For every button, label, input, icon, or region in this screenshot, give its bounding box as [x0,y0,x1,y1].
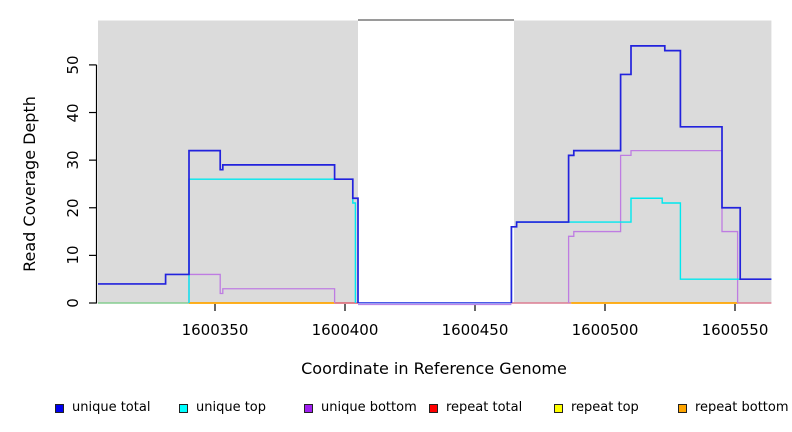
legend-item-unique-top: unique top [179,399,266,417]
y-tick-label: 20 [64,198,82,218]
series-unique-total [510,45,772,303]
x-tick-label: 1600450 [441,321,509,339]
legend-marker-icon [554,403,563,413]
y-axis-title: Read Coverage Depth [20,96,39,272]
x-tick-label: 1600500 [571,321,639,339]
legend-item-repeat-bottom: repeat bottom [678,399,789,417]
x-tick-label: 1600350 [181,321,249,339]
series-unique-total [98,149,359,303]
legend-marker-icon [55,403,64,413]
shaded-region [514,20,772,303]
y-tick-label: 0 [64,298,82,308]
legend-label: repeat bottom [695,400,789,415]
x-tick-label: 1600400 [311,321,379,339]
legend-marker-icon [429,403,438,413]
legend-label: repeat top [571,400,639,415]
y-tick-label: 50 [64,55,82,75]
legend-item-unique-total: unique total [55,399,150,417]
legend-label: unique top [196,400,267,415]
legend-marker-icon [179,403,188,413]
shaded-region [98,20,358,303]
legend-label: unique bottom [321,400,417,415]
legend-item-repeat-top: repeat top [554,399,639,417]
series-unique-bottom [567,149,739,303]
legend-marker-icon [678,403,687,413]
y-tick-label: 10 [64,245,82,265]
y-tick-label: 30 [64,150,82,170]
y-tick-label: 40 [64,102,82,123]
x-tick-label: 1600550 [701,321,769,339]
series-unique-bottom [188,273,336,303]
legend-label: repeat total [446,400,523,415]
x-axis-title: Coordinate in Reference Genome [301,359,567,378]
legend-marker-icon [304,403,313,413]
legend-label: unique total [72,400,151,415]
legend: unique total unique top unique bottom re… [0,399,792,423]
legend-item-repeat-total: repeat total [429,399,522,417]
legend-item-unique-bottom: unique bottom [304,399,417,417]
